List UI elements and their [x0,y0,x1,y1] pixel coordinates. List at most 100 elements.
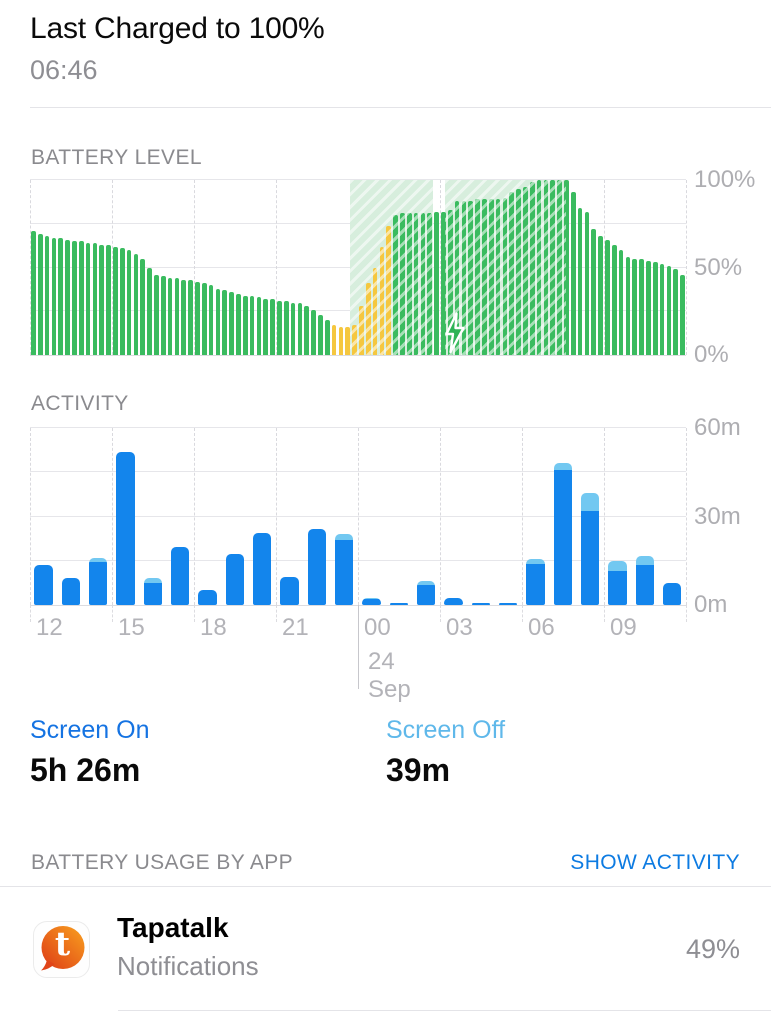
battery-bar[interactable] [106,244,111,355]
battery-bar[interactable] [331,325,337,355]
battery-bar[interactable] [509,192,515,355]
battery-bar[interactable] [222,290,228,355]
activity-bar[interactable] [198,589,217,605]
activity-chart[interactable] [30,427,687,606]
battery-bar[interactable] [318,314,323,355]
battery-bar[interactable] [564,180,569,355]
battery-bar[interactable] [229,292,234,355]
battery-bar[interactable] [550,180,556,355]
battery-bar[interactable] [652,262,658,355]
show-activity-link[interactable]: SHOW ACTIVITY [570,851,740,874]
battery-bar[interactable] [413,213,419,355]
activity-bar[interactable] [252,532,272,605]
activity-bar[interactable] [116,451,135,605]
battery-bar[interactable] [242,295,248,355]
battery-bar[interactable] [324,320,330,355]
battery-bar[interactable] [181,279,187,355]
activity-bar[interactable] [88,557,108,605]
activity-bar[interactable] [225,553,245,605]
battery-bar[interactable] [133,253,139,355]
battery-bar[interactable] [372,267,378,355]
battery-bar[interactable] [577,208,583,355]
battery-bar[interactable] [277,300,282,355]
battery-bar[interactable] [72,241,77,355]
battery-bar[interactable] [359,306,364,355]
battery-bar[interactable] [167,278,173,355]
battery-bar[interactable] [92,243,98,355]
battery-bar[interactable] [215,288,221,355]
battery-bar[interactable] [482,199,487,355]
battery-bar[interactable] [598,236,603,355]
battery-bar[interactable] [536,180,542,355]
battery-bar[interactable] [126,250,132,355]
activity-bar[interactable] [61,578,81,605]
battery-bar[interactable] [188,279,193,355]
battery-bar[interactable] [468,201,474,355]
battery-bar[interactable] [352,325,357,355]
battery-bar[interactable] [488,199,494,355]
battery-bar[interactable] [297,302,303,355]
battery-bar[interactable] [85,243,91,355]
battery-bar[interactable] [659,264,665,355]
battery-bar[interactable] [379,246,385,355]
battery-bar[interactable] [78,241,84,355]
activity-bar[interactable] [635,556,655,605]
activity-bar[interactable] [553,462,573,605]
app-usage-row-tapatalk[interactable]: t Tapatalk Notifications 49% [0,888,771,1012]
activity-bar[interactable] [280,576,299,605]
battery-bar[interactable] [195,281,200,355]
activity-bar[interactable] [170,547,190,605]
battery-bar[interactable] [584,211,590,355]
battery-bar[interactable] [495,199,501,355]
battery-bar[interactable] [236,293,241,355]
battery-bar[interactable] [201,283,207,355]
battery-bar[interactable] [174,278,180,355]
battery-bar[interactable] [37,234,43,355]
activity-bar[interactable] [143,577,163,605]
battery-bar[interactable] [31,230,36,355]
battery-level-chart[interactable] [30,179,687,356]
battery-bar[interactable] [345,327,351,355]
battery-bar[interactable] [406,213,412,355]
activity-bar[interactable] [498,602,518,605]
activity-bar[interactable] [416,581,436,605]
battery-bar[interactable] [256,297,262,355]
battery-bar[interactable] [147,267,152,355]
battery-bar[interactable] [557,180,562,355]
activity-bar[interactable] [662,583,682,605]
battery-bar[interactable] [208,285,214,355]
battery-bar[interactable] [523,187,528,355]
battery-bar[interactable] [44,236,50,355]
activity-bar[interactable] [362,597,381,605]
battery-bar[interactable] [290,302,296,355]
battery-bar[interactable] [434,211,439,355]
battery-bar[interactable] [441,211,446,355]
battery-bar[interactable] [570,192,576,355]
battery-bar[interactable] [639,258,644,355]
battery-bar[interactable] [625,257,631,355]
battery-bar[interactable] [51,237,57,355]
battery-bar[interactable] [400,213,405,355]
battery-bar[interactable] [591,229,597,355]
battery-bar[interactable] [304,306,310,355]
activity-bar[interactable] [526,559,545,605]
battery-bar[interactable] [673,269,679,355]
battery-bar[interactable] [338,327,344,355]
battery-bar[interactable] [393,215,398,355]
battery-bar[interactable] [386,225,392,355]
battery-bar[interactable] [140,258,146,355]
battery-bar[interactable] [119,248,125,355]
battery-bar[interactable] [516,188,521,355]
battery-bar[interactable] [113,246,118,355]
battery-bar[interactable] [58,237,64,355]
battery-bar[interactable] [502,197,508,355]
battery-bar[interactable] [249,295,255,355]
battery-bar[interactable] [420,213,426,355]
battery-bar[interactable] [646,260,651,355]
battery-bar[interactable] [365,283,371,355]
battery-bar[interactable] [270,299,275,355]
battery-bar[interactable] [543,180,549,355]
battery-bar[interactable] [263,299,269,355]
battery-bar[interactable] [666,265,672,355]
battery-bar[interactable] [632,258,638,355]
